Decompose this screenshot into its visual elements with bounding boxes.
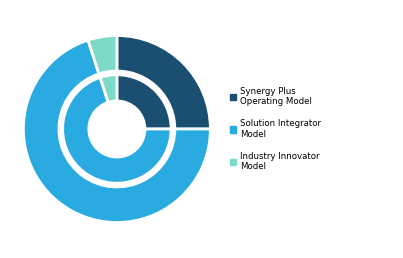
Wedge shape bbox=[23, 40, 210, 222]
Wedge shape bbox=[117, 36, 210, 129]
Legend: Synergy Plus
Operating Model, Solution Integrator
Model, Industry Innovator
Mode: Synergy Plus Operating Model, Solution I… bbox=[230, 87, 321, 171]
Wedge shape bbox=[100, 75, 117, 102]
Wedge shape bbox=[62, 77, 171, 183]
Wedge shape bbox=[117, 75, 171, 129]
Wedge shape bbox=[88, 36, 117, 74]
